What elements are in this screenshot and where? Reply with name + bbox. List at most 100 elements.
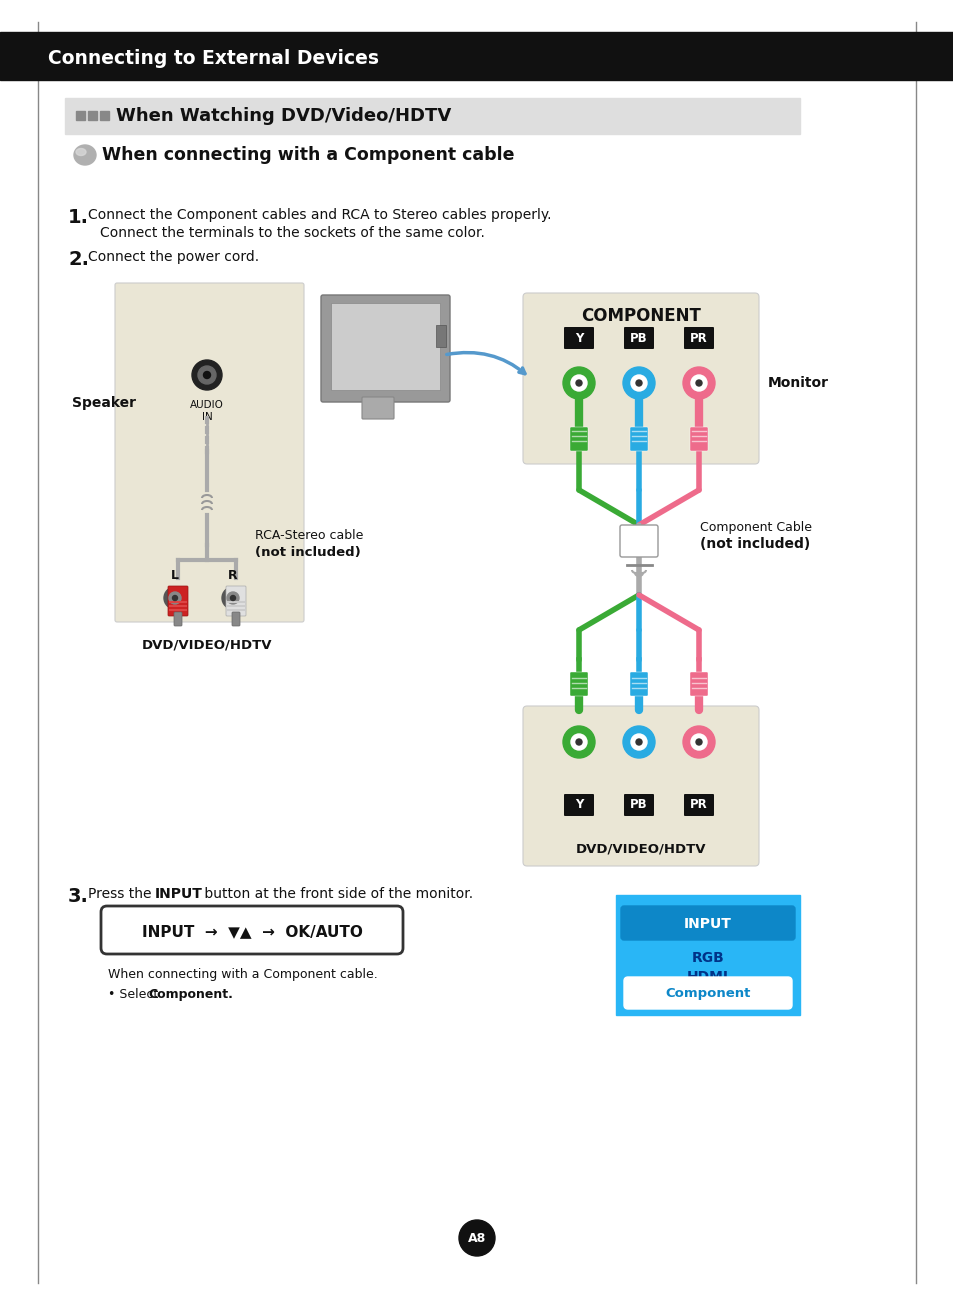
- FancyBboxPatch shape: [623, 793, 654, 816]
- Circle shape: [630, 733, 646, 750]
- Circle shape: [192, 360, 222, 390]
- Text: • Select: • Select: [108, 988, 162, 1001]
- FancyBboxPatch shape: [623, 328, 654, 348]
- Circle shape: [231, 595, 235, 600]
- Text: DVD/VIDEO/HDTV: DVD/VIDEO/HDTV: [142, 638, 272, 651]
- Circle shape: [562, 726, 595, 758]
- Text: RGB: RGB: [691, 951, 723, 964]
- Circle shape: [696, 380, 701, 386]
- Bar: [331, 303, 439, 390]
- Text: R: R: [228, 569, 237, 582]
- Circle shape: [576, 380, 581, 386]
- Circle shape: [198, 365, 215, 384]
- Text: PR: PR: [689, 799, 707, 812]
- Text: RCA-Stereo cable: RCA-Stereo cable: [254, 529, 363, 542]
- Text: PB: PB: [630, 331, 647, 345]
- FancyBboxPatch shape: [689, 672, 707, 696]
- Circle shape: [571, 375, 586, 392]
- Bar: [0, 33, 953, 80]
- Circle shape: [562, 367, 595, 399]
- Text: When connecting with a Component cable: When connecting with a Component cable: [102, 146, 514, 164]
- FancyBboxPatch shape: [629, 427, 647, 452]
- FancyBboxPatch shape: [522, 706, 759, 867]
- FancyBboxPatch shape: [522, 294, 759, 465]
- FancyBboxPatch shape: [173, 612, 182, 626]
- Circle shape: [636, 739, 641, 745]
- Circle shape: [203, 372, 211, 378]
- Text: Component: Component: [664, 988, 750, 1001]
- Text: Speaker: Speaker: [71, 395, 136, 410]
- Bar: [65, 98, 800, 134]
- FancyBboxPatch shape: [620, 906, 794, 940]
- Text: 1.: 1.: [68, 207, 89, 227]
- Text: Y: Y: [575, 799, 582, 812]
- Bar: [436, 325, 446, 347]
- Bar: [100, 111, 109, 120]
- Circle shape: [682, 367, 714, 399]
- Text: DVD/VIDEO/HDTV: DVD/VIDEO/HDTV: [576, 843, 705, 856]
- FancyBboxPatch shape: [629, 672, 647, 696]
- FancyBboxPatch shape: [563, 793, 594, 816]
- Circle shape: [227, 592, 239, 604]
- Circle shape: [630, 375, 646, 392]
- FancyBboxPatch shape: [689, 427, 707, 452]
- Text: 3.: 3.: [68, 887, 89, 906]
- Text: INPUT: INPUT: [683, 917, 731, 930]
- Ellipse shape: [76, 149, 86, 155]
- Text: L: L: [171, 569, 179, 582]
- Text: Component Cable: Component Cable: [700, 521, 811, 534]
- Bar: [616, 895, 800, 1015]
- Bar: [76, 111, 85, 120]
- Text: 2.: 2.: [68, 251, 89, 269]
- Text: When Watching DVD/Video/HDTV: When Watching DVD/Video/HDTV: [116, 107, 451, 125]
- Circle shape: [690, 733, 706, 750]
- Text: (not included): (not included): [700, 536, 809, 551]
- Circle shape: [222, 587, 244, 609]
- FancyBboxPatch shape: [569, 427, 587, 452]
- Text: Monitor: Monitor: [767, 376, 828, 390]
- Circle shape: [636, 380, 641, 386]
- Text: Connect the Component cables and RCA to Stereo cables properly.: Connect the Component cables and RCA to …: [88, 207, 551, 222]
- FancyBboxPatch shape: [563, 328, 594, 348]
- Text: PR: PR: [689, 331, 707, 345]
- Text: button at the front side of the monitor.: button at the front side of the monitor.: [200, 887, 473, 900]
- Text: Connect the terminals to the sockets of the same color.: Connect the terminals to the sockets of …: [100, 226, 484, 240]
- Text: Component.: Component.: [148, 988, 233, 1001]
- FancyBboxPatch shape: [232, 612, 240, 626]
- Text: (not included): (not included): [254, 545, 360, 559]
- Bar: [88, 111, 97, 120]
- FancyBboxPatch shape: [320, 295, 450, 402]
- Text: Connecting to External Devices: Connecting to External Devices: [48, 48, 378, 68]
- Text: HDMI: HDMI: [686, 970, 728, 984]
- FancyBboxPatch shape: [226, 586, 246, 616]
- Circle shape: [622, 367, 655, 399]
- Text: Connect the power cord.: Connect the power cord.: [88, 251, 259, 264]
- Circle shape: [682, 726, 714, 758]
- Text: PB: PB: [630, 799, 647, 812]
- FancyBboxPatch shape: [115, 283, 304, 622]
- FancyBboxPatch shape: [361, 397, 394, 419]
- Circle shape: [164, 587, 186, 609]
- Circle shape: [172, 595, 177, 600]
- Text: AUDIO: AUDIO: [190, 401, 224, 410]
- FancyBboxPatch shape: [168, 586, 188, 616]
- Text: INPUT: INPUT: [154, 887, 203, 900]
- FancyBboxPatch shape: [683, 328, 713, 348]
- Circle shape: [696, 739, 701, 745]
- Text: When connecting with a Component cable.: When connecting with a Component cable.: [108, 968, 377, 981]
- Text: A8: A8: [467, 1232, 486, 1245]
- FancyBboxPatch shape: [619, 525, 658, 557]
- Circle shape: [571, 733, 586, 750]
- FancyBboxPatch shape: [683, 793, 713, 816]
- Circle shape: [576, 739, 581, 745]
- FancyBboxPatch shape: [101, 906, 402, 954]
- Ellipse shape: [74, 145, 96, 164]
- Circle shape: [622, 726, 655, 758]
- Circle shape: [458, 1220, 495, 1255]
- Circle shape: [169, 592, 181, 604]
- Text: Y: Y: [575, 331, 582, 345]
- FancyBboxPatch shape: [623, 977, 791, 1009]
- Text: INPUT  →  ▼▲  →  OK/AUTO: INPUT → ▼▲ → OK/AUTO: [141, 924, 362, 940]
- FancyBboxPatch shape: [569, 672, 587, 696]
- Text: Press the: Press the: [88, 887, 155, 900]
